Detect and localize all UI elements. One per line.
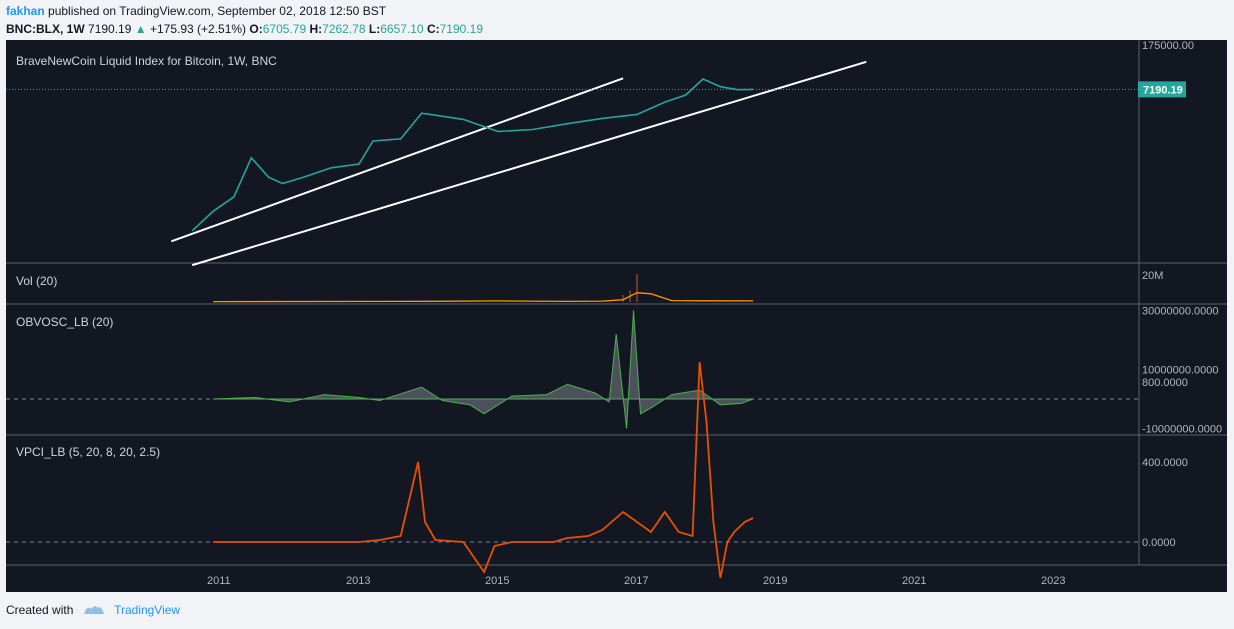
created-with-text: Created with: [6, 603, 74, 617]
obvosc-area: [213, 310, 754, 429]
time-axis-tick: 2021: [902, 575, 926, 587]
time-axis-tick: 2017: [624, 575, 648, 587]
high-value: 7262.78: [322, 22, 366, 36]
obvosc-title: OBVOSC_LB (20): [16, 315, 113, 329]
obvosc-axis-tick: -10000000.0000: [1142, 424, 1222, 436]
tradingview-logo-icon: [83, 603, 105, 618]
low-value: 6657.10: [380, 22, 424, 36]
volume-title: Vol (20): [16, 274, 57, 288]
open-label: O:: [249, 22, 263, 36]
vpci-title: VPCI_LB (5, 20, 8, 20, 2.5): [16, 445, 160, 459]
publish-line: fakhan published on TradingView.com, Sep…: [6, 4, 386, 18]
price-change: +175.93 (+2.51%): [149, 22, 247, 36]
channel-trendline: [171, 77, 624, 243]
vpci-axis-tick: 0.0000: [1142, 537, 1176, 549]
volume-bar: [622, 295, 625, 302]
volume-axis-tick: 20M: [1142, 270, 1163, 282]
high-label: H:: [309, 22, 323, 36]
time-axis-tick: 2019: [763, 575, 787, 587]
time-axis-tick: 2023: [1041, 575, 1065, 587]
time-axis-tick: 2015: [485, 575, 509, 587]
chart-svg[interactable]: BraveNewCoin Liquid Index for Bitcoin, 1…: [6, 40, 1227, 592]
main-chart-title: BraveNewCoin Liquid Index for Bitcoin, 1…: [16, 54, 277, 68]
obvosc-axis-tick: 30000000.0000: [1142, 306, 1218, 318]
ohlc-line: BNC:BLX, 1W 7190.19 ▲ +175.93 (+2.51%) O…: [6, 22, 483, 36]
chart-area[interactable]: BraveNewCoin Liquid Index for Bitcoin, 1…: [6, 40, 1227, 592]
obvosc-axis-tick: 10000000.0000: [1142, 365, 1218, 377]
open-value: 6705.79: [262, 22, 307, 36]
close-label: C:: [426, 22, 440, 36]
vpci-line: [213, 361, 754, 579]
tradingview-brand-link[interactable]: TradingView: [114, 603, 181, 617]
low-label: L:: [368, 22, 381, 36]
last-price: 7190.19: [88, 22, 132, 36]
volume-ma-line: [213, 292, 754, 303]
last-price-label: 7190.19: [1143, 84, 1183, 96]
symbol-label: BNC:BLX, 1W: [6, 22, 85, 36]
last-price-badge: [1138, 81, 1186, 98]
price-axis-tick: 175000.00: [1142, 40, 1194, 52]
close-value: 7190.19: [439, 22, 484, 36]
vpci-axis-tick: 800.0000: [1142, 377, 1188, 389]
footer: Created with TradingView: [6, 603, 180, 618]
price-series-line: [191, 78, 754, 232]
volume-bar: [636, 274, 638, 302]
time-axis-tick: 2013: [346, 575, 370, 587]
author-link[interactable]: fakhan: [6, 4, 45, 18]
vpci-axis-tick: 400.0000: [1142, 457, 1188, 469]
triangle-up-icon: ▲: [134, 22, 147, 36]
published-text: published on TradingView.com, September …: [48, 4, 387, 18]
time-axis-tick: 2011: [207, 575, 231, 587]
channel-trendline: [191, 60, 867, 267]
